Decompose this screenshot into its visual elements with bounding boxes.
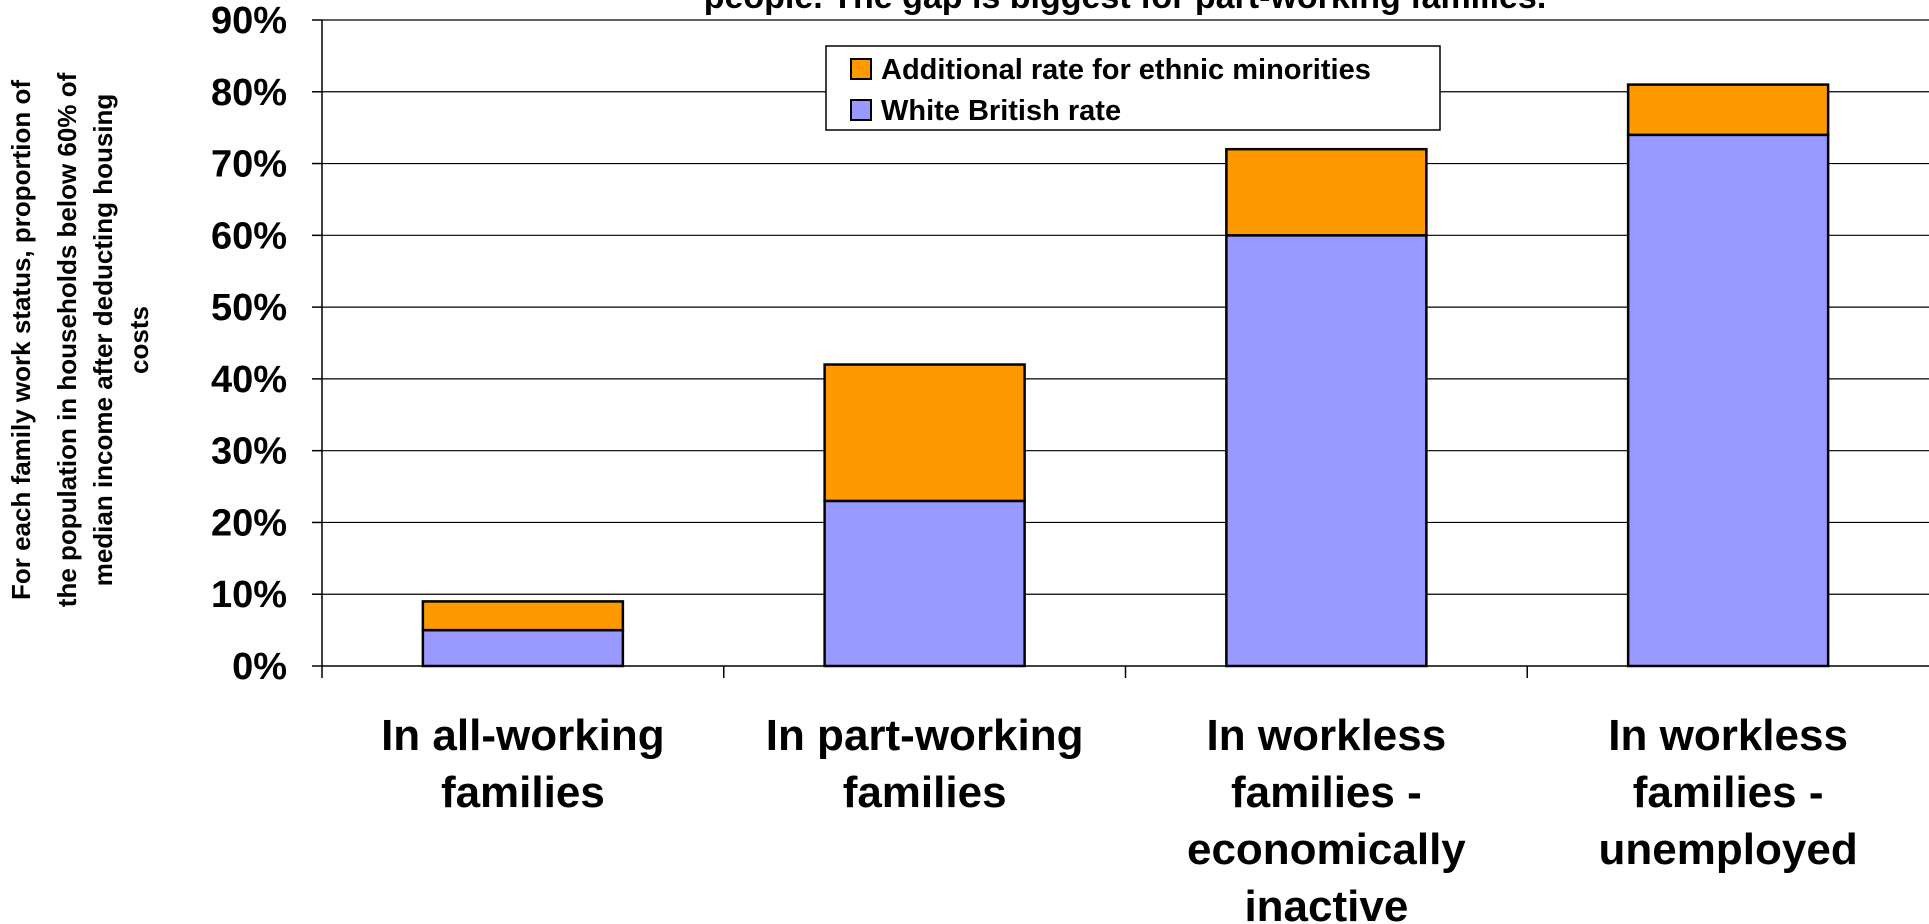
legend-swatch — [850, 99, 872, 121]
bar-segment-ethnic-minorities-additional — [1225, 147, 1428, 237]
legend-entry-label: White British rate — [881, 95, 1121, 127]
x-category-label: economically — [1187, 825, 1466, 874]
bar-segment-white-british — [823, 499, 1026, 668]
legend: Additional rate for ethnic minorities Whi… — [825, 45, 1441, 131]
y-tick-label: 40% — [211, 359, 287, 401]
y-tick-label: 50% — [211, 287, 287, 329]
x-category-label: In workless — [1608, 711, 1848, 760]
chart-title: people. The gap is biggest for part-work… — [704, 0, 1547, 16]
y-tick-label: 70% — [211, 144, 287, 186]
x-category-label: In part-working — [766, 711, 1084, 760]
y-tick-label: 80% — [211, 72, 287, 114]
x-category-label: In workless — [1207, 711, 1447, 760]
x-category-label: families — [843, 768, 1007, 817]
axes — [312, 19, 1929, 678]
x-category-label: families — [441, 768, 605, 817]
y-axis-label: For each family work status, proportion … — [6, 72, 154, 607]
y-tick-label: 90% — [211, 0, 287, 42]
bar-segment-white-british — [1626, 133, 1830, 668]
bar-segment-ethnic-minorities-additional — [823, 363, 1026, 503]
y-tick-label: 10% — [211, 574, 287, 616]
y-tick-label: 20% — [211, 502, 287, 544]
y-tick-label: 60% — [211, 215, 287, 257]
x-category-label: unemployed — [1599, 825, 1858, 874]
y-tick-label: 0% — [232, 646, 287, 688]
bar-segment-ethnic-minorities-additional — [1626, 83, 1830, 137]
x-category-labels: In all-working families In part-working fam… — [381, 711, 1858, 924]
legend-swatch — [850, 58, 872, 80]
bar-segment-ethnic-minorities-additional — [421, 600, 625, 632]
y-axis-label-line: For each family work status, proportion … — [6, 80, 36, 600]
gridlines — [322, 19, 1929, 595]
x-category-label: In all-working — [381, 711, 665, 760]
y-tick-label: 30% — [211, 431, 287, 473]
y-axis-label-line: the population in households below 60% o… — [52, 72, 82, 607]
y-axis-label-line: costs — [124, 306, 154, 374]
x-category-label: families - — [1231, 768, 1422, 817]
legend-box — [825, 45, 1441, 131]
y-tick-labels: 0% 10% 20% 30% 40% 50% 60% 70% 80% 90% — [211, 0, 287, 688]
bars — [421, 83, 1830, 668]
bar-segment-white-british — [1225, 234, 1428, 668]
y-axis-label-line: median income after deducting housing — [88, 94, 118, 587]
legend-entry-label: Additional rate for ethnic minorities — [881, 54, 1371, 86]
x-category-label: inactive — [1244, 882, 1408, 924]
bar-segment-white-british — [421, 628, 625, 668]
x-category-label: families - — [1633, 768, 1824, 817]
